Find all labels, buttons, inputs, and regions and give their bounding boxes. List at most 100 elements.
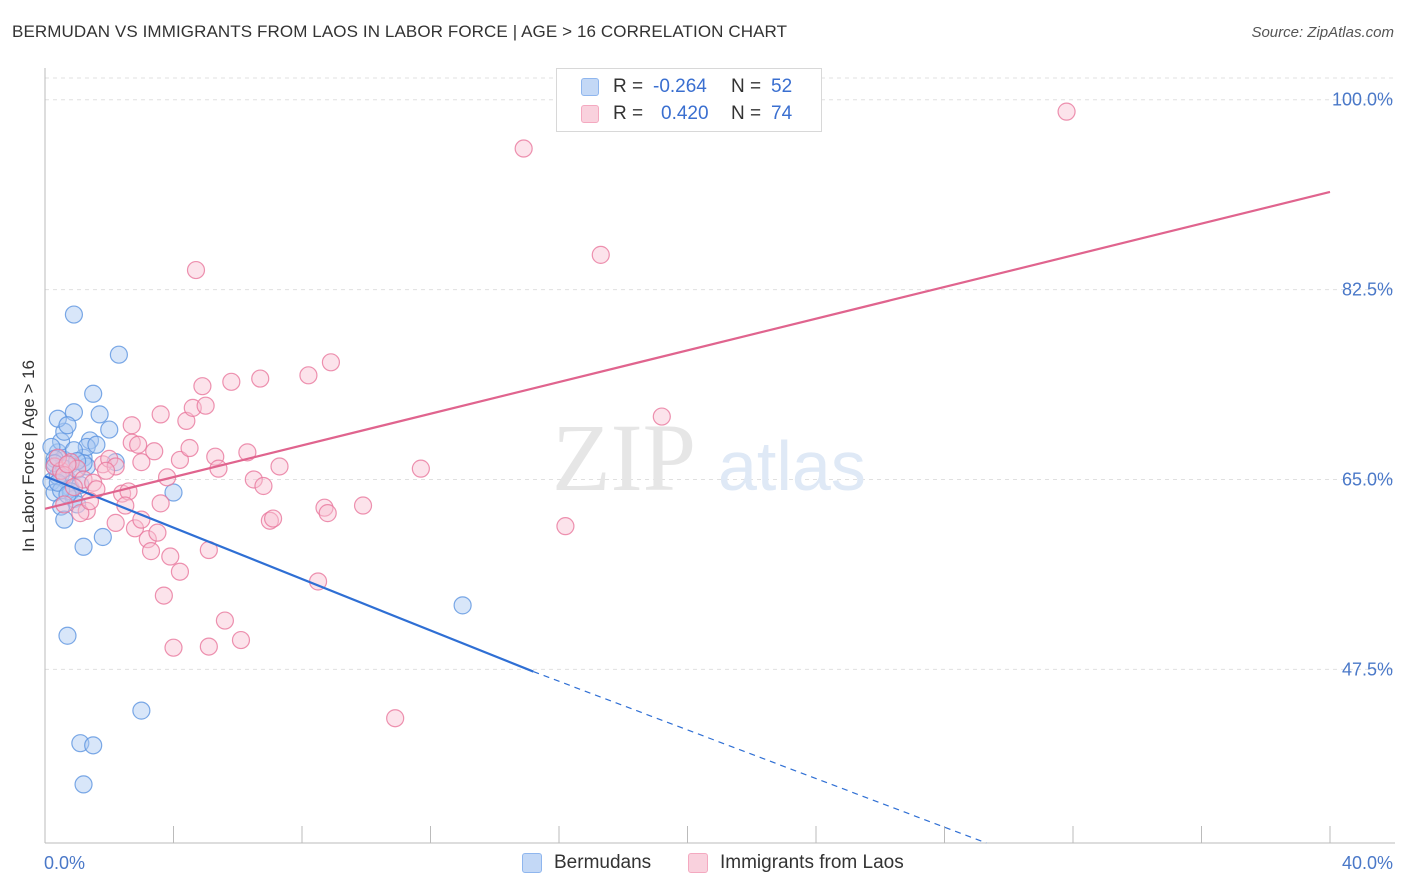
data-point — [48, 409, 67, 428]
data-point — [209, 459, 228, 478]
data-point — [87, 435, 106, 454]
data-point — [591, 245, 610, 264]
data-point — [161, 547, 180, 566]
legend-row-laos: R = 0.420 N = 74 — [581, 101, 792, 127]
data-point — [206, 447, 225, 466]
data-point — [151, 494, 170, 513]
data-point — [84, 736, 103, 755]
data-point — [138, 530, 157, 549]
data-point — [222, 372, 241, 391]
legend-r-label: R = — [613, 76, 644, 97]
data-point — [71, 504, 90, 523]
data-point — [48, 448, 67, 467]
legend-r-label: R = — [613, 103, 644, 124]
legend-item-laos[interactable]: Immigrants from Laos — [688, 852, 904, 874]
data-point — [315, 498, 334, 517]
legend-n-value: 52 — [771, 76, 793, 97]
data-point — [74, 470, 93, 489]
correlation-legend: R = -0.264 N = 52 R = 0.420 N = 74 — [556, 68, 822, 132]
data-point — [96, 461, 116, 480]
data-point — [299, 366, 318, 385]
data-point — [132, 453, 151, 472]
source-label: Source: ZipAtlas.com — [1251, 24, 1394, 41]
data-point — [556, 517, 575, 536]
data-point — [254, 476, 273, 496]
y-tick-label: 82.5% — [1342, 280, 1393, 300]
data-point — [170, 562, 190, 581]
x-tick-labels: 0.0% 40.0% — [44, 853, 1393, 873]
data-point — [193, 377, 212, 396]
legend-n-label: N = — [731, 103, 762, 124]
data-point — [64, 305, 84, 324]
data-point — [100, 420, 119, 439]
data-point — [263, 509, 283, 528]
data-point — [100, 449, 119, 468]
data-point — [74, 537, 93, 556]
data-points — [42, 102, 1076, 794]
data-point — [109, 345, 128, 364]
data-point — [270, 457, 289, 476]
data-point — [1057, 102, 1076, 121]
data-point — [411, 459, 430, 478]
data-point — [199, 637, 218, 656]
legend-item-bermudans[interactable]: Bermudans — [522, 852, 651, 874]
data-point — [196, 396, 215, 415]
data-point — [453, 596, 472, 615]
data-point — [58, 416, 77, 435]
data-point — [386, 709, 405, 728]
data-point — [244, 470, 263, 489]
x-tick-label: 0.0% — [44, 853, 85, 873]
data-point — [180, 438, 199, 458]
legend-row-bermudans: R = -0.264 N = 52 — [581, 74, 792, 100]
data-point — [353, 496, 373, 515]
data-point — [238, 443, 257, 462]
data-point — [74, 775, 93, 794]
data-point — [84, 384, 103, 403]
y-tick-label: 100.0% — [1332, 90, 1393, 110]
legend-n-label: N = — [731, 76, 762, 97]
data-point — [55, 510, 74, 529]
data-point — [58, 455, 77, 474]
data-point — [652, 407, 671, 426]
series-laos — [45, 102, 1076, 728]
data-point — [58, 626, 77, 645]
legend-n-value: 74 — [771, 103, 793, 124]
x-tick-label: 40.0% — [1342, 853, 1393, 873]
data-point — [321, 353, 341, 372]
data-point — [231, 630, 251, 650]
data-point — [514, 139, 533, 158]
data-point — [186, 260, 206, 280]
trend-lines — [44, 190, 1331, 844]
data-point — [129, 435, 148, 454]
data-point — [122, 416, 141, 435]
data-point — [106, 457, 125, 476]
data-point — [260, 511, 279, 530]
legend-label-bermudans: Bermudans — [554, 852, 652, 873]
watermark: ZIP atlas — [552, 404, 866, 511]
data-point — [251, 369, 270, 388]
y-tick-label: 47.5% — [1342, 659, 1393, 679]
data-point — [90, 405, 109, 424]
y-axis-label: In Labor Force | Age > 16 — [19, 360, 38, 552]
data-point — [151, 405, 170, 424]
series-legend: Bermudans Immigrants from Laos — [0, 852, 1406, 878]
chart-title: BERMUDAN VS IMMIGRANTS FROM LAOS IN LABO… — [12, 22, 788, 41]
data-point — [318, 504, 337, 523]
data-point — [154, 586, 173, 605]
trend-extension-bermudans — [533, 670, 987, 844]
data-point — [148, 523, 167, 542]
legend-r-value: -0.264 — [653, 76, 707, 97]
trend-line-laos — [44, 190, 1331, 510]
data-point — [93, 527, 112, 547]
data-point — [141, 542, 161, 561]
gridlines — [45, 77, 1395, 670]
y-tick-labels: 47.5% 65.0% 82.5% 100.0% — [1332, 90, 1393, 680]
data-point — [170, 450, 190, 470]
data-point — [132, 701, 151, 720]
data-point — [215, 611, 234, 630]
watermark-zip: ZIP — [552, 404, 696, 511]
data-point — [68, 451, 87, 471]
legend-swatch-laos — [688, 853, 708, 873]
data-point — [164, 483, 183, 502]
